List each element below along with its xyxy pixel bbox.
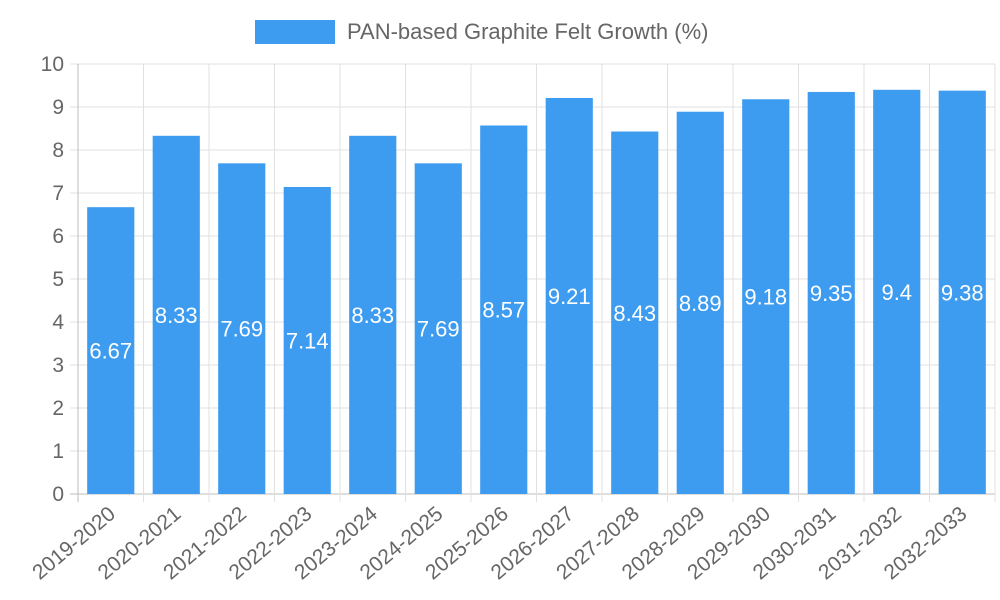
bar[interactable] xyxy=(283,186,331,495)
data-labels: 6.67 8.33 7.69 7.14 8.33 7.69 8.57 9.21 8.43 8.89… xyxy=(89,280,983,364)
x-axis: 2019-20202020-20212021-20222022-20232023… xyxy=(28,502,971,584)
y-tick-label: 4 xyxy=(52,311,64,334)
bar-value-label: 9.35 xyxy=(810,281,853,306)
y-tick-label: 3 xyxy=(52,354,64,377)
legend[interactable]: PAN-based Graphite Felt Growth (%) xyxy=(255,19,709,44)
bar[interactable] xyxy=(87,207,135,494)
bar-value-label: 9.21 xyxy=(548,284,591,309)
y-tick-label: 10 xyxy=(41,53,64,76)
bar[interactable] xyxy=(152,135,200,494)
bar[interactable] xyxy=(349,135,397,494)
bar[interactable] xyxy=(414,163,462,494)
bar-value-label: 7.69 xyxy=(220,317,263,342)
bar-value-label: 7.14 xyxy=(286,328,329,353)
y-axis: 0 1 2 3 4 5 6 7 8 9 10 xyxy=(41,53,65,506)
bar-value-label: 8.89 xyxy=(679,291,722,316)
legend-label: PAN-based Graphite Felt Growth (%) xyxy=(347,19,709,44)
bar-value-label: 7.69 xyxy=(417,317,460,342)
bar-value-label: 9.4 xyxy=(881,280,912,305)
bar[interactable] xyxy=(480,125,528,495)
bar-value-label: 9.38 xyxy=(941,280,984,305)
y-tick-label: 0 xyxy=(52,483,64,506)
bar-value-label: 8.57 xyxy=(482,298,525,323)
y-tick-label: 8 xyxy=(52,139,64,162)
bar-value-label: 6.67 xyxy=(89,339,132,364)
y-tick-label: 5 xyxy=(52,268,64,291)
grid-lines xyxy=(70,63,996,502)
bar-value-label: 8.43 xyxy=(613,301,656,326)
bar[interactable] xyxy=(807,91,855,494)
y-tick-label: 9 xyxy=(52,96,64,119)
bar[interactable] xyxy=(545,97,593,494)
bar[interactable] xyxy=(676,111,724,494)
bar[interactable] xyxy=(611,131,659,494)
y-tick-label: 7 xyxy=(52,182,64,205)
bars xyxy=(87,89,986,495)
bar-value-label: 8.33 xyxy=(155,303,198,328)
bar-value-label: 9.18 xyxy=(744,285,787,310)
y-tick-label: 1 xyxy=(52,440,64,463)
bar[interactable] xyxy=(873,89,921,495)
bar[interactable] xyxy=(742,99,790,494)
y-tick-label: 6 xyxy=(52,225,64,248)
bar[interactable] xyxy=(938,90,986,494)
y-tick-label: 2 xyxy=(52,397,64,420)
legend-swatch xyxy=(255,20,335,44)
bar-value-label: 8.33 xyxy=(351,303,394,328)
bar[interactable] xyxy=(218,163,266,494)
